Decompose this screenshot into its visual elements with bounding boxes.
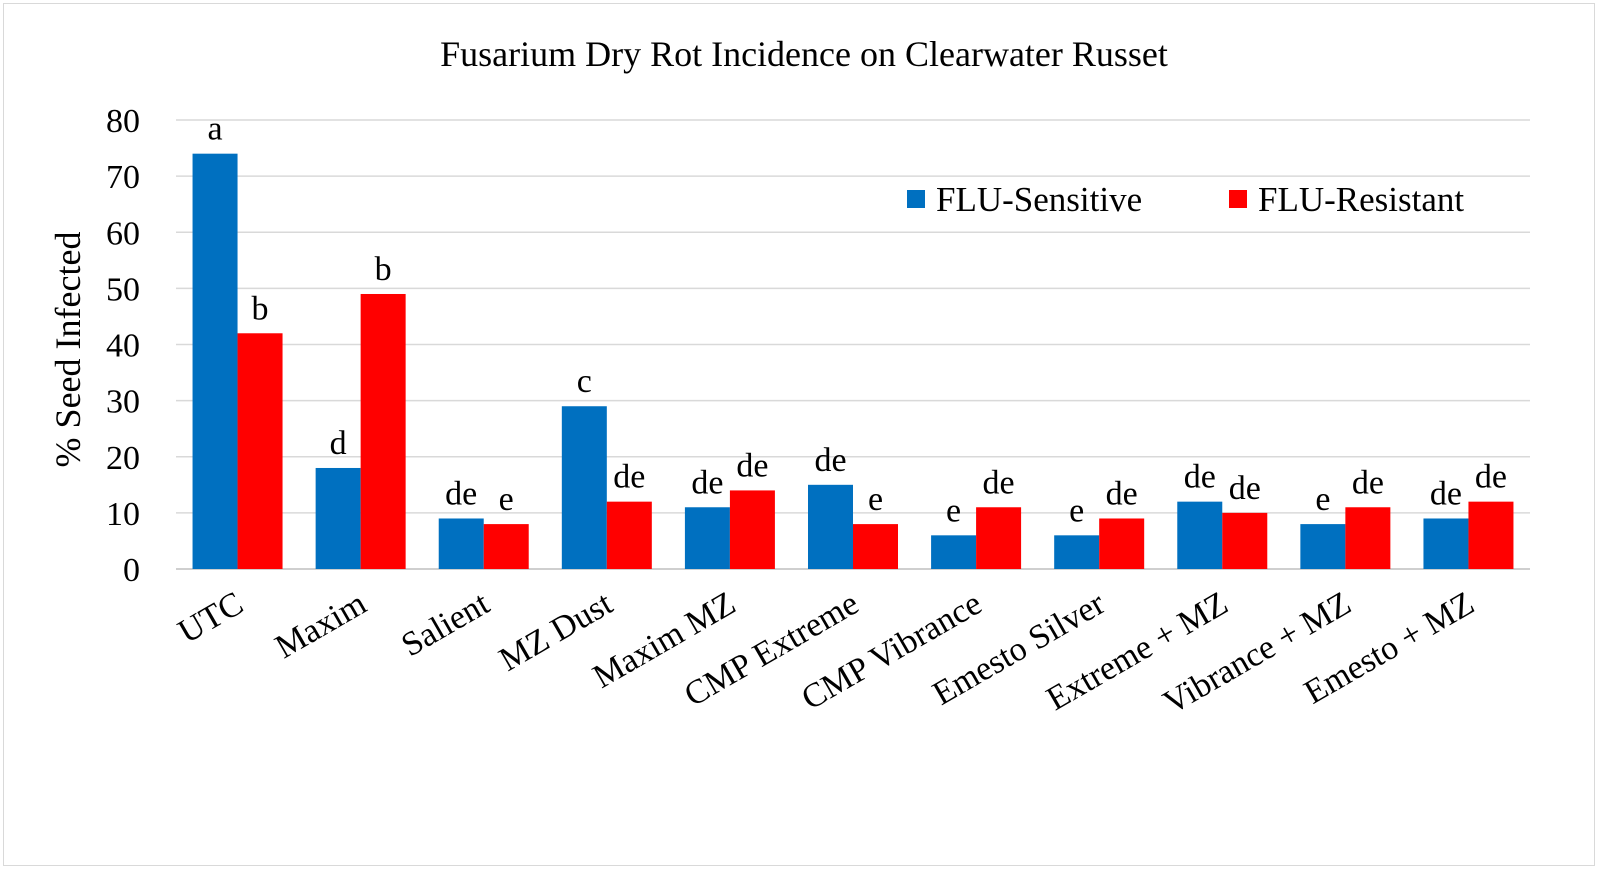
- significance-label: de: [1106, 475, 1138, 512]
- bar-flu-sensitive: [315, 467, 361, 569]
- bar-flu-resistant: [729, 490, 775, 569]
- significance-label: de: [1352, 464, 1384, 501]
- significance-label: de: [1430, 475, 1462, 512]
- significance-label: de: [613, 459, 645, 496]
- legend-swatch-flu-sensitive: [907, 190, 925, 208]
- legend-swatch-flu-resistant: [1229, 190, 1247, 208]
- chart-title: Fusarium Dry Rot Incidence on Clearwater…: [440, 34, 1168, 74]
- significance-label: e: [868, 481, 883, 518]
- bar-flu-resistant: [1099, 518, 1145, 569]
- bar-flu-resistant: [237, 333, 283, 569]
- bar-flu-resistant: [1345, 507, 1391, 569]
- bar-flu-sensitive: [808, 484, 853, 569]
- bar-chart: Fusarium Dry Rot Incidence on Clearwater…: [48, 34, 1530, 722]
- significance-label: de: [1475, 459, 1507, 496]
- significance-label: d: [330, 425, 347, 462]
- significance-label: de: [983, 464, 1015, 501]
- y-tick-labels: 0 10 20 30 40 50 60 70 80: [106, 103, 140, 589]
- significance-label: de: [1184, 459, 1216, 496]
- legend-label-flu-sensitive: FLU-Sensitive: [936, 180, 1142, 219]
- bar-flu-resistant: [1222, 512, 1268, 569]
- bar-flu-resistant: [360, 293, 406, 569]
- significance-label: a: [207, 111, 222, 148]
- bar-flu-resistant: [853, 524, 898, 569]
- significance-label: e: [499, 481, 514, 518]
- significance-label: de: [814, 442, 846, 479]
- x-tick-label: UTC: [172, 585, 249, 651]
- significance-label: e: [1315, 481, 1330, 518]
- y-tick-label: 10: [106, 496, 140, 533]
- y-axis-label: % Seed Infected: [48, 232, 88, 468]
- bar-flu-resistant: [606, 501, 652, 569]
- x-tick-label: Salient: [395, 585, 496, 665]
- significance-label: b: [252, 290, 269, 327]
- significance-label: c: [577, 363, 592, 400]
- significance-label: de: [736, 447, 768, 484]
- x-tick-label: Maxim: [269, 585, 373, 666]
- y-tick-label: 0: [123, 552, 140, 589]
- y-tick-label: 50: [106, 271, 140, 308]
- legend: FLU-Sensitive FLU-Resistant: [907, 180, 1464, 219]
- chart-frame: Fusarium Dry Rot Incidence on Clearwater…: [3, 3, 1595, 866]
- bar-flu-sensitive: [192, 153, 238, 570]
- bar-flu-sensitive: [1054, 535, 1100, 569]
- bar-flu-sensitive: [1423, 518, 1469, 569]
- bar-flu-sensitive: [1177, 501, 1223, 569]
- y-tick-label: 80: [106, 103, 140, 140]
- bars: [192, 153, 1514, 570]
- y-tick-label: 40: [106, 328, 140, 365]
- bar-flu-sensitive: [438, 518, 484, 569]
- bar-flu-sensitive: [1300, 524, 1346, 569]
- significance-label: de: [691, 464, 723, 501]
- significance-label: e: [946, 492, 961, 529]
- bar-flu-resistant: [976, 507, 1022, 569]
- bar-flu-resistant: [1468, 501, 1514, 569]
- significance-label: e: [1069, 492, 1084, 529]
- significance-label: de: [445, 475, 477, 512]
- bar-flu-sensitive: [684, 507, 730, 569]
- y-tick-label: 70: [106, 159, 140, 196]
- bar-flu-sensitive: [931, 535, 977, 569]
- legend-label-flu-resistant: FLU-Resistant: [1258, 180, 1464, 219]
- bar-flu-sensitive: [561, 406, 607, 569]
- significance-label: b: [375, 251, 392, 288]
- y-tick-label: 20: [106, 440, 140, 477]
- bar-flu-resistant: [483, 524, 529, 569]
- y-tick-label: 60: [106, 215, 140, 252]
- y-tick-label: 30: [106, 384, 140, 421]
- significance-label: de: [1229, 470, 1261, 507]
